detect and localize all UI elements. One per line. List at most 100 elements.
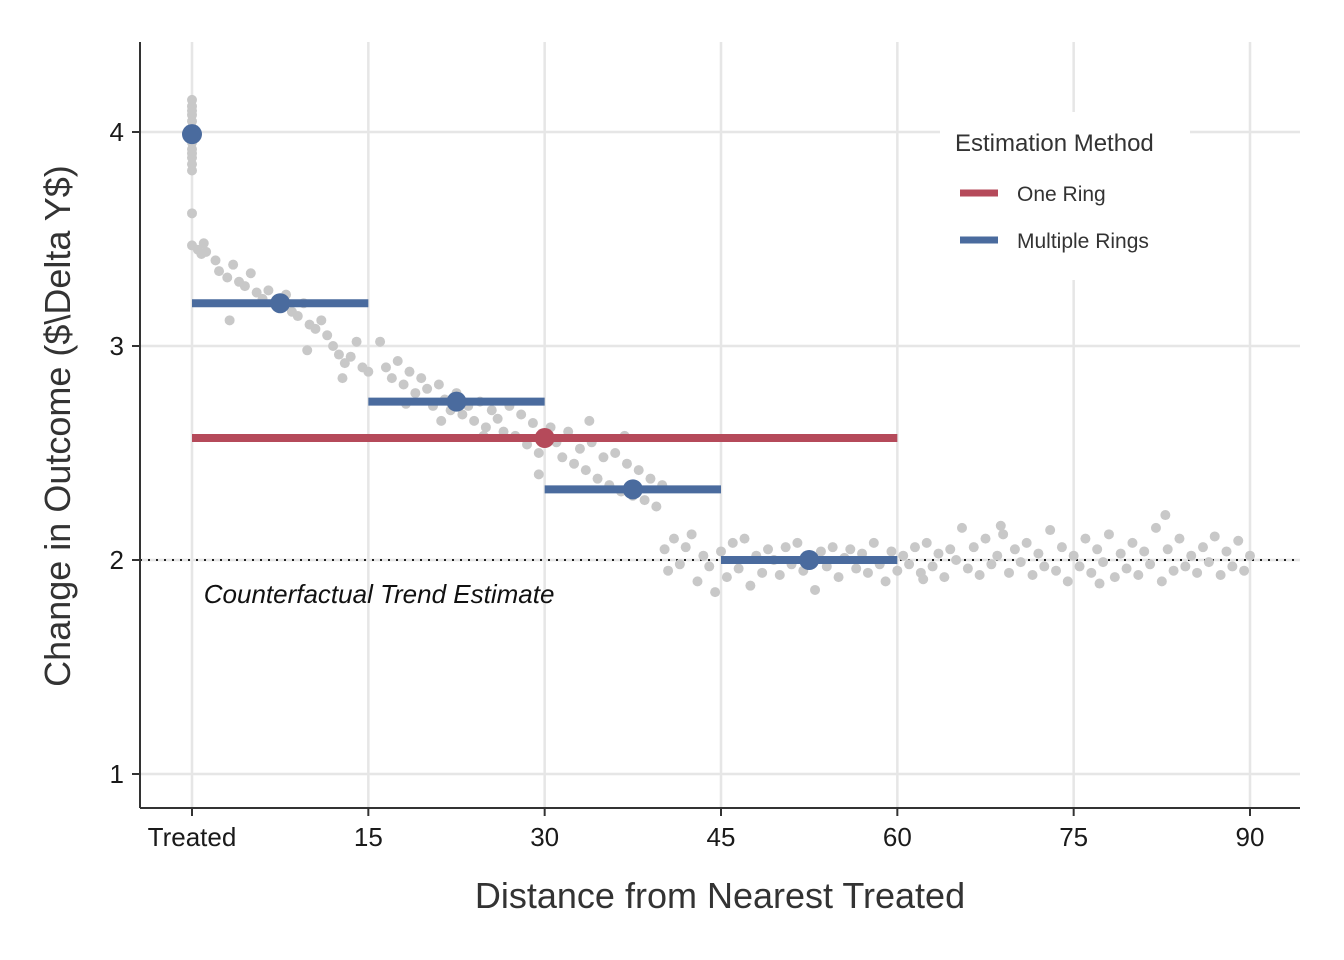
scatter-point — [780, 542, 791, 553]
one-ring-estimate-point — [534, 428, 555, 449]
scatter-point — [187, 165, 197, 176]
scatter-point — [486, 405, 497, 416]
scatter-point — [492, 413, 503, 424]
scatter-point — [827, 542, 838, 553]
x-tick-label: 60 — [883, 822, 912, 852]
scatter-point — [992, 550, 1003, 561]
scatter-point — [239, 281, 250, 292]
scatter-point — [1133, 569, 1144, 580]
scatter-point — [833, 572, 844, 583]
scatter-point — [621, 458, 632, 469]
scatter-point — [810, 584, 821, 595]
scatter-point — [862, 567, 873, 578]
y-tick-label: 2 — [110, 545, 124, 575]
scatter-point — [898, 550, 909, 561]
legend: Estimation Method One Ring Multiple Ring… — [940, 112, 1190, 280]
x-axis-ticks: Treated 15 30 45 60 75 90 — [148, 808, 1265, 852]
scatter-point — [951, 555, 962, 565]
scatter-point — [956, 522, 967, 533]
scatter-point — [1009, 544, 1020, 555]
scatter-point — [1245, 550, 1255, 561]
scatter-point — [328, 341, 339, 351]
scatter-point — [1115, 548, 1126, 559]
scatter-point — [1227, 561, 1238, 572]
scatter-point — [316, 315, 327, 326]
scatter-point — [380, 362, 391, 373]
scatter-point — [436, 415, 447, 426]
scatter-point — [1062, 576, 1073, 587]
y-tick-label: 3 — [110, 331, 124, 361]
scatter-point — [962, 563, 973, 574]
scatter-point — [663, 565, 674, 576]
scatter-point — [974, 569, 985, 580]
scatter-point — [998, 529, 1009, 540]
scatter-point — [1045, 525, 1056, 536]
scatter-point — [1209, 531, 1220, 542]
scatter-point — [645, 473, 656, 484]
y-axis-title: Change in Outcome ($\Delta Y$) — [37, 165, 78, 687]
x-tick-label: 15 — [354, 822, 383, 852]
scatter-point — [1074, 561, 1085, 572]
scatter-point — [698, 550, 709, 561]
y-tick-label: 1 — [110, 759, 124, 789]
scatter-point — [668, 533, 679, 544]
scatter-point — [674, 559, 685, 570]
y-axis-ticks: 1 2 3 4 — [110, 117, 140, 789]
scatter-point — [1215, 569, 1226, 580]
scatter-point — [1027, 569, 1038, 580]
scatter-point — [222, 272, 233, 283]
x-axis-title: Distance from Nearest Treated — [475, 875, 965, 916]
scatter-point — [574, 443, 585, 454]
scatter-point — [337, 373, 348, 384]
scatter-point — [210, 255, 221, 266]
scatter-point — [1068, 550, 1079, 561]
scatter-point — [692, 576, 703, 587]
scatter-point — [516, 409, 527, 420]
scatter-point — [1139, 546, 1150, 557]
scatter-point — [1094, 578, 1105, 589]
scatter-point — [1233, 535, 1244, 546]
scatter-point — [1086, 567, 1097, 578]
scatter-point — [1192, 567, 1203, 578]
scatter-point — [363, 366, 374, 377]
legend-label-one-ring: One Ring — [1017, 183, 1106, 206]
scatter-point — [721, 572, 732, 583]
scatter-point — [1098, 557, 1109, 568]
scatter-point — [457, 409, 468, 420]
scatter-point — [592, 473, 603, 484]
scatter-point — [1127, 537, 1138, 548]
scatter-point — [1150, 522, 1161, 533]
scatter-point — [1221, 546, 1232, 557]
scatter-point — [1197, 542, 1208, 553]
scatter-point — [1004, 567, 1015, 578]
scatter-point — [1145, 559, 1156, 570]
scatter-point — [1174, 533, 1185, 544]
multiple-rings-estimate-point — [799, 550, 820, 570]
scatter-point — [214, 266, 225, 277]
scatter-point — [933, 548, 944, 559]
scatter-point — [533, 469, 544, 480]
scatter-point — [1180, 561, 1191, 572]
scatter-point — [745, 580, 756, 591]
scatter-point — [263, 285, 274, 296]
scatter-point — [345, 351, 356, 362]
scatter-point — [1021, 537, 1032, 548]
scatter-point — [1160, 510, 1171, 521]
scatter-point — [187, 208, 197, 219]
scatter-point — [1168, 565, 1179, 576]
scatter-point — [1239, 565, 1250, 576]
scatter-point — [386, 373, 397, 384]
scatter-point — [1121, 563, 1132, 574]
scatter-point — [868, 537, 879, 548]
scatter-point — [986, 559, 997, 570]
multiple-rings-estimate-point — [182, 124, 202, 145]
x-tick-label: 90 — [1236, 822, 1265, 852]
scatter-point — [886, 546, 897, 557]
scatter-point — [398, 379, 409, 390]
x-tick-label: 75 — [1059, 822, 1088, 852]
scatter-point — [251, 287, 262, 298]
scatter-point — [224, 315, 235, 326]
scatter-point — [245, 268, 256, 279]
scatter-point — [968, 542, 979, 553]
